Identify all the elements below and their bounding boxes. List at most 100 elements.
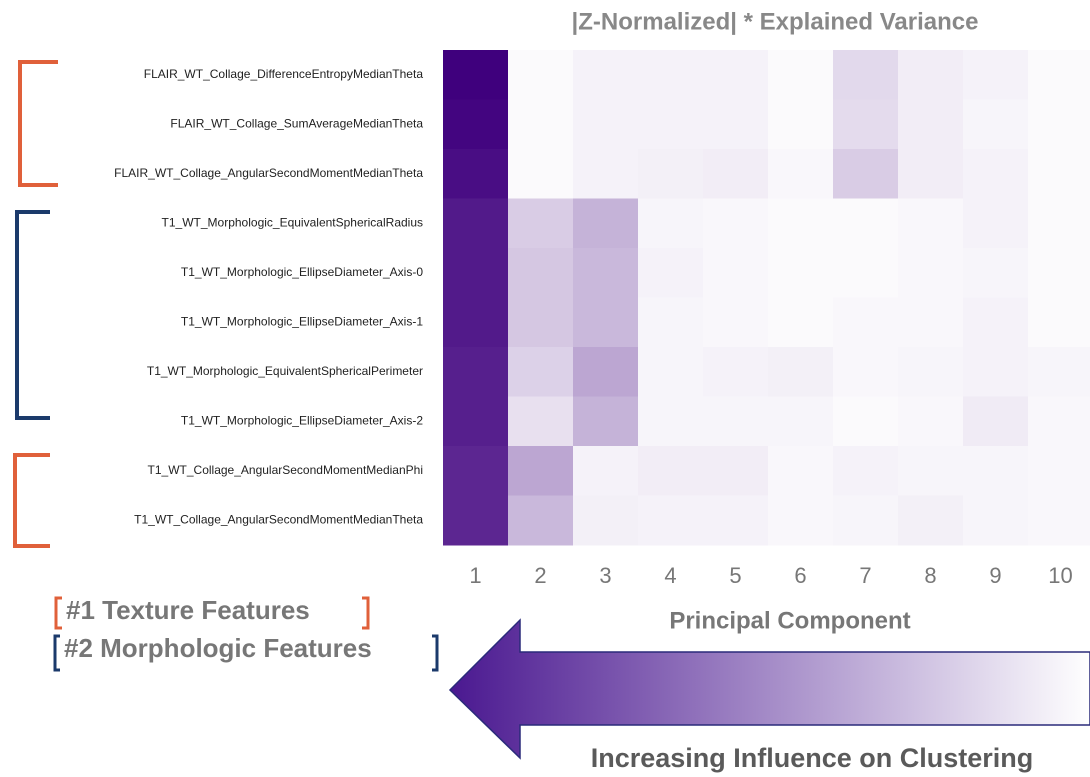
chart-title: |Z-Normalized| * Explained Variance — [572, 8, 979, 35]
heatmap-cell — [703, 248, 768, 298]
heatmap-cell — [898, 495, 963, 546]
heatmap-cell — [963, 248, 1028, 298]
bracket-morphologic — [15, 210, 50, 420]
x-tick-label: 2 — [534, 563, 546, 588]
heatmap-cell — [508, 347, 573, 397]
heatmap-cell — [508, 99, 573, 150]
x-tick-label: 8 — [924, 563, 936, 588]
heatmap-cell — [443, 347, 508, 397]
x-axis-label: Principal Component — [669, 607, 910, 634]
x-tick-label: 3 — [599, 563, 611, 588]
x-tick-label: 5 — [729, 563, 741, 588]
heatmap-cell — [1028, 347, 1090, 397]
heatmap-cell — [898, 446, 963, 496]
row-label: T1_WT_Collage_AngularSecondMomentMedianT… — [134, 512, 423, 526]
heatmap-cell — [898, 198, 963, 249]
heatmap-cell — [703, 50, 768, 100]
heatmap-cell — [833, 446, 898, 496]
heatmap-cell — [443, 50, 508, 100]
heatmap-cell — [703, 495, 768, 546]
heatmap-cell — [573, 198, 638, 249]
heatmap-cell — [963, 198, 1028, 249]
heatmap-cell — [1028, 50, 1090, 100]
heatmap-cell — [768, 347, 833, 397]
heatmap-cell — [638, 198, 703, 249]
heatmap-cell — [638, 297, 703, 348]
row-label: T1_WT_Morphologic_EllipseDiameter_Axis-2 — [181, 413, 423, 427]
heatmap-cell — [508, 149, 573, 199]
row-label: FLAIR_WT_Collage_SumAverageMedianTheta — [170, 116, 423, 130]
heatmap-cell — [443, 446, 508, 496]
heatmap-cell — [508, 198, 573, 249]
heatmap-cell — [703, 297, 768, 348]
heatmap-cell — [833, 99, 898, 150]
heatmap-cell — [638, 446, 703, 496]
legend-bracket — [432, 634, 439, 672]
heatmap-cell — [703, 446, 768, 496]
heatmap-cell — [833, 149, 898, 199]
heatmap-cell — [508, 297, 573, 348]
heatmap-cell — [573, 297, 638, 348]
annotation: Increasing Influence on Clustering — [591, 743, 1034, 773]
heatmap-cell — [1028, 446, 1090, 496]
heatmap-cell — [963, 50, 1028, 100]
heatmap-cell — [833, 495, 898, 546]
heatmap-cell — [508, 248, 573, 298]
influence-arrow — [448, 618, 1090, 760]
heatmap-cell — [768, 198, 833, 249]
heatmap-cell — [573, 347, 638, 397]
x-tick-label: 7 — [859, 563, 871, 588]
heatmap-cell — [898, 99, 963, 150]
heatmap-cell — [573, 495, 638, 546]
heatmap-cell — [703, 347, 768, 397]
heatmap-cell — [508, 446, 573, 496]
heatmap-cell — [768, 446, 833, 496]
heatmap-cell — [443, 198, 508, 249]
heatmap-cell — [898, 297, 963, 348]
heatmap-cell — [508, 495, 573, 546]
heatmap-cell — [443, 149, 508, 199]
heatmap-cell — [768, 50, 833, 100]
heatmap-cell — [833, 50, 898, 100]
heatmap-cell — [573, 396, 638, 447]
heatmap-cell — [1028, 396, 1090, 447]
heatmap-cell — [443, 99, 508, 150]
heatmap-cell — [573, 99, 638, 150]
heatmap-cell — [443, 495, 508, 546]
bracket-texture — [18, 60, 58, 187]
heatmap — [443, 50, 1090, 546]
bracket-texture — [13, 453, 50, 548]
heatmap-cell — [898, 347, 963, 397]
x-tick-label: 4 — [664, 563, 676, 588]
heatmap-cell — [963, 297, 1028, 348]
heatmap-cell — [443, 297, 508, 348]
legend-bracket — [362, 596, 370, 630]
heatmap-cell — [833, 396, 898, 447]
heatmap-cell — [768, 149, 833, 199]
heatmap-cell — [898, 50, 963, 100]
heatmap-cell — [508, 396, 573, 447]
heatmap-cell — [638, 347, 703, 397]
heatmap-cell — [768, 396, 833, 447]
row-label: T1_WT_Morphologic_EquivalentSphericalRad… — [162, 215, 423, 229]
legend-bracket — [54, 596, 62, 630]
heatmap-cell — [573, 149, 638, 199]
x-tick-label: 9 — [989, 563, 1001, 588]
heatmap-cell — [573, 446, 638, 496]
heatmap-cell — [768, 495, 833, 546]
heatmap-cell — [1028, 149, 1090, 199]
heatmap-cell — [443, 248, 508, 298]
row-label: FLAIR_WT_Collage_AngularSecondMomentMedi… — [114, 166, 423, 180]
heatmap-cell — [638, 396, 703, 447]
heatmap-cell — [963, 347, 1028, 397]
x-tick-label: 1 — [469, 563, 481, 588]
heatmap-cell — [963, 446, 1028, 496]
heatmap-cell — [963, 495, 1028, 546]
heatmap-cell — [833, 297, 898, 348]
legend-label: #2 Morphologic Features — [64, 633, 372, 663]
heatmap-cell — [508, 50, 573, 100]
heatmap-cell — [638, 248, 703, 298]
row-label: T1_WT_Morphologic_EllipseDiameter_Axis-0 — [181, 265, 423, 279]
legend-bracket — [53, 634, 60, 672]
